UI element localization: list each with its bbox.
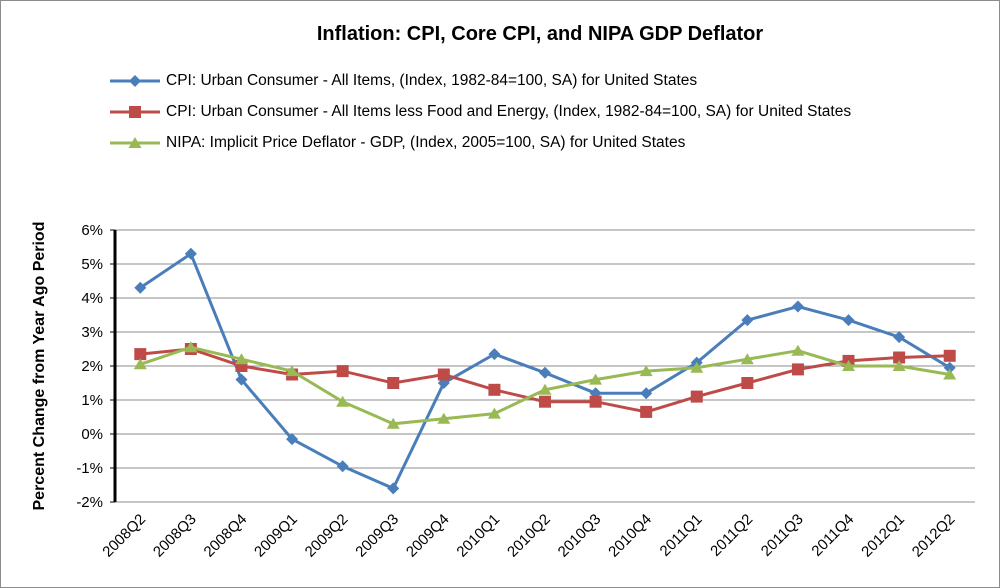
chart-title: Inflation: CPI, Core CPI, and NIPA GDP D…: [317, 23, 764, 45]
legend-item: CPI: Urban Consumer - All Items, (Index,…: [108, 70, 968, 91]
marker: [488, 383, 501, 396]
marker: [336, 365, 349, 378]
marker: [589, 395, 602, 408]
marker: [791, 344, 805, 356]
marker: [437, 412, 451, 424]
marker: [286, 433, 299, 446]
legend-icon: [110, 106, 160, 118]
marker: [134, 348, 147, 361]
legend: CPI: Urban Consumer - All Items, (Index,…: [108, 70, 968, 163]
marker: [336, 460, 349, 473]
marker: [234, 353, 248, 365]
marker: [134, 281, 147, 294]
y-tick-label: 4%: [81, 290, 103, 307]
marker: [690, 361, 704, 373]
y-tick-label: 5%: [81, 256, 103, 273]
y-tick-label: -2%: [76, 494, 103, 511]
marker: [690, 390, 703, 403]
marker: [387, 377, 400, 389]
marker: [639, 365, 653, 377]
marker: [538, 383, 552, 395]
marker: [386, 417, 400, 429]
y-tick-label: -1%: [76, 460, 103, 477]
marker: [184, 341, 198, 353]
legend-item: CPI: Urban Consumer - All Items less Foo…: [108, 101, 968, 122]
y-axis-label: Percent Change from Year Ago Period: [31, 222, 48, 511]
y-tick-label: 6%: [81, 222, 103, 239]
marker: [285, 365, 299, 377]
marker: [129, 106, 141, 118]
marker: [943, 349, 956, 362]
marker: [892, 360, 906, 371]
legend-label: NIPA: Implicit Price Deflator - GDP, (In…: [166, 134, 686, 151]
legend-label: CPI: Urban Consumer - All Items less Foo…: [166, 103, 852, 120]
marker: [893, 331, 906, 344]
y-tick-label: 2%: [81, 358, 103, 375]
marker: [539, 366, 551, 379]
marker: [133, 358, 147, 370]
marker: [129, 75, 141, 87]
marker: [791, 363, 804, 376]
legend-label: CPI: Urban Consumer - All Items, (Index,…: [166, 72, 698, 89]
marker: [437, 368, 450, 381]
marker: [943, 368, 957, 380]
marker: [640, 387, 653, 400]
marker: [488, 348, 501, 361]
legend-icon: [110, 137, 160, 148]
marker: [487, 407, 501, 419]
marker: [893, 351, 906, 364]
marker: [235, 373, 248, 386]
marker: [539, 395, 551, 408]
marker: [387, 482, 400, 495]
marker: [741, 314, 754, 327]
marker: [589, 373, 603, 385]
legend-item: NIPA: Implicit Price Deflator - GDP, (In…: [108, 132, 968, 153]
y-tick-label: 0%: [81, 426, 103, 443]
marker: [740, 353, 754, 365]
legend-icon: [110, 75, 160, 87]
marker: [128, 137, 142, 148]
y-tick-label: 1%: [81, 392, 103, 409]
marker: [336, 395, 350, 407]
marker: [640, 405, 653, 418]
marker: [741, 377, 754, 389]
marker: [791, 300, 804, 313]
marker: [842, 360, 856, 371]
y-tick-label: 3%: [81, 324, 103, 341]
marker: [184, 247, 197, 260]
marker: [842, 314, 855, 327]
marker: [943, 361, 956, 374]
